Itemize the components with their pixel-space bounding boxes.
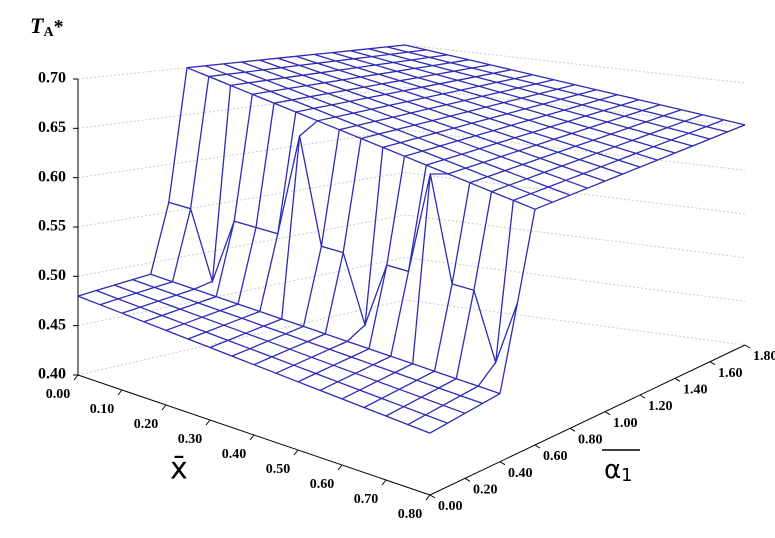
y-tick-label: 0.60 — [543, 449, 568, 464]
y-label-sub: 1 — [621, 465, 632, 486]
surface-line — [132, 278, 483, 405]
surface — [77, 44, 746, 434]
x-tick-label: 0.70 — [354, 492, 379, 507]
z-tick-label: 0.70 — [38, 70, 66, 87]
surface-line — [95, 289, 448, 424]
y-tick-label: 0.00 — [438, 499, 463, 514]
surface-line — [114, 284, 466, 414]
x-tick-label: 0.40 — [222, 447, 247, 462]
surface-line — [341, 104, 661, 400]
z-label-sub: A — [43, 25, 54, 40]
grid-line — [77, 299, 746, 376]
y-tick-label: 0.80 — [578, 433, 603, 448]
surface-line — [77, 295, 431, 434]
y-tick — [499, 461, 506, 466]
surface-line — [186, 67, 536, 210]
x-tick — [73, 374, 79, 381]
z-label-main: T — [30, 13, 45, 38]
x-tick-label: 0.30 — [178, 432, 203, 447]
y-tick — [429, 494, 436, 499]
y-tick — [709, 361, 716, 366]
surface-line — [241, 61, 588, 189]
surface-line — [319, 99, 639, 391]
y-tick-label: 1.00 — [613, 416, 638, 431]
x-tick — [425, 494, 431, 501]
y-axis-label: α1 — [604, 455, 633, 487]
y-axis — [429, 344, 746, 496]
surface-line — [168, 135, 519, 365]
surface-line — [150, 273, 501, 395]
surface-line — [314, 53, 658, 161]
z-tick-label: 0.60 — [38, 168, 66, 185]
x-tick — [117, 389, 123, 396]
y-label-main: α — [604, 455, 621, 485]
x-tick — [205, 419, 211, 426]
y-tick — [569, 427, 576, 432]
x-tick — [337, 464, 343, 471]
y-tick — [464, 477, 471, 482]
x-axis-label: x̄ — [170, 452, 188, 487]
x-tick-label: 0.10 — [90, 402, 115, 417]
y-tick — [534, 444, 541, 449]
surface-line — [404, 44, 746, 126]
y-tick-label: 0.40 — [508, 466, 533, 481]
y-tick-label: 1.80 — [753, 349, 775, 364]
x-tick-label: 0.60 — [310, 477, 335, 492]
y-tick-label: 0.20 — [473, 483, 498, 498]
y-tick-label: 1.20 — [648, 399, 673, 414]
surface-line — [253, 84, 576, 366]
grid-line — [77, 256, 746, 327]
x-tick-label: 0.00 — [46, 387, 71, 402]
surface-line — [350, 50, 693, 147]
surface-line — [259, 59, 606, 182]
y-tick — [744, 344, 751, 349]
surface-line — [165, 64, 491, 332]
z-tick-label: 0.55 — [38, 218, 66, 235]
surface-line — [223, 63, 571, 196]
grid-line — [77, 171, 746, 228]
axes: 0.40 0.45 0.50 0.55 0.60 0.65 0.70 0.00 0.10 0.20… — [38, 70, 775, 523]
z-tick-label: 0.65 — [38, 119, 66, 136]
surface-line — [368, 48, 711, 140]
z-axis-label: TA* — [30, 13, 64, 40]
y-tick — [604, 411, 611, 416]
x-tick-label: 0.80 — [398, 507, 423, 522]
z-tick-label: 0.40 — [38, 366, 66, 383]
x-tick-label: 0.50 — [266, 462, 291, 477]
y-tick-label: 1.60 — [718, 366, 743, 381]
x-tick — [249, 434, 255, 441]
x-tick — [293, 449, 299, 456]
x-tick — [161, 404, 167, 411]
surface-line — [204, 65, 553, 203]
z-tick-label: 0.45 — [38, 316, 66, 333]
grid-line — [77, 44, 746, 84]
y-tick — [639, 394, 646, 399]
z-tick-label: 0.50 — [38, 267, 66, 284]
x-tick — [381, 479, 387, 486]
surface-line — [332, 51, 676, 154]
y-tick-label: 1.40 — [683, 383, 708, 398]
grid-line — [77, 214, 746, 277]
surface-line — [277, 57, 623, 175]
y-tick — [674, 377, 681, 382]
x-tick-label: 0.20 — [134, 417, 159, 432]
surface-line — [295, 55, 641, 168]
z-label-suffix: * — [54, 16, 64, 38]
surface-line — [386, 46, 728, 133]
